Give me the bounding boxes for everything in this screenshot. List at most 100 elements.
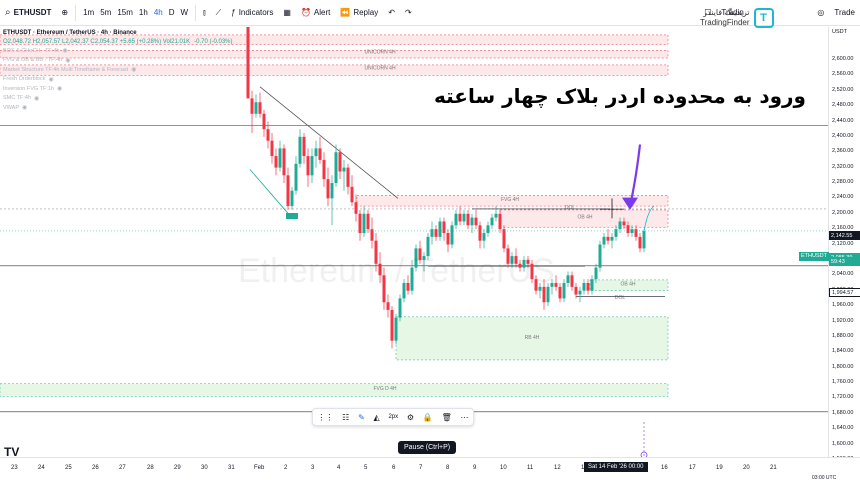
candle-body — [486, 225, 490, 233]
eye-icon[interactable]: ◉ — [65, 57, 71, 64]
camera-button[interactable]: ◎ — [812, 0, 829, 26]
undo-button[interactable]: ↶ — [383, 0, 400, 26]
candle-body — [266, 129, 270, 141]
indicator-item[interactable]: Market Structure TF:4h Multi Timeframe &… — [3, 65, 233, 75]
eye-icon[interactable]: ◉ — [62, 48, 68, 55]
time-marker-icon — [640, 451, 648, 457]
price-label: 1,600.00 — [832, 440, 854, 447]
eye-icon[interactable]: ◉ — [131, 67, 137, 74]
legend-ohlc-line: O2,048.72 H2,057.57 L2,042.37 C2,054.37 … — [3, 37, 233, 46]
eye-icon[interactable]: ◉ — [34, 95, 40, 102]
symbol-search[interactable]: ⌕ ETHUSDT — [0, 0, 56, 26]
candle-body — [542, 286, 546, 303]
candle-body — [410, 267, 414, 291]
lock-icon[interactable]: 🔒 — [422, 412, 433, 422]
timeframe-5m[interactable]: 5m — [100, 8, 112, 17]
candle-body — [302, 136, 306, 157]
trend-line-green — [249, 169, 291, 216]
logo-text: تریدینگ فایندر TradingFinder — [700, 8, 750, 28]
symbol-watermark: Ethereum / TetherUS — [238, 252, 555, 290]
price-label: 2,200.00 — [832, 209, 854, 216]
eye-icon[interactable]: ◉ — [56, 86, 63, 93]
fill-icon[interactable]: ◭ — [373, 412, 380, 422]
time-label: 2 — [284, 465, 288, 471]
indicators-button[interactable]: ƒ Indicators — [226, 0, 278, 26]
eye-icon[interactable]: ◉ — [48, 76, 54, 83]
candle-body — [430, 229, 434, 237]
drag-handle-icon[interactable]: ⋮⋮ — [317, 412, 334, 422]
candle-body — [374, 240, 378, 264]
candle-body — [550, 283, 554, 287]
arrow-head — [622, 197, 638, 210]
price-label: 2,560.00 — [832, 71, 854, 78]
indicator-item[interactable]: SMC TF:4h ◉ — [3, 94, 233, 104]
time-label: 28 — [147, 465, 154, 471]
candle-body — [522, 259, 526, 268]
divider — [75, 4, 77, 21]
indicator-item[interactable]: FVG & OB & BB · TF:4h ◉ — [3, 56, 233, 66]
indicator-item[interactable]: Inversion FVG TF:1h ◉ — [3, 84, 233, 94]
camera-icon: ◎ — [817, 8, 825, 17]
candle-body — [274, 156, 278, 168]
timeframe-d[interactable]: D — [168, 8, 175, 17]
alert-button[interactable]: ⏰ Alert — [296, 0, 335, 26]
time-label: 7 — [419, 465, 423, 471]
candle-body — [258, 102, 262, 114]
chart-type-button[interactable]: ⫾ — [198, 0, 211, 26]
candle-body — [306, 156, 310, 176]
candle-body — [638, 236, 642, 249]
trade-button[interactable]: Trade — [834, 8, 855, 17]
fullscreen-button[interactable]: ☐ — [699, 0, 716, 26]
timeframe-4h[interactable]: 4h — [153, 8, 163, 17]
time-label: 5 — [364, 465, 368, 471]
candle-body — [534, 279, 538, 291]
chart-pane[interactable]: Ethereum / TetherUS UNICORN 4H UNICORN 4H… — [0, 27, 828, 457]
candle-body — [466, 213, 470, 226]
replay-icon: ⏪ — [340, 8, 351, 17]
candle-body — [406, 283, 410, 291]
drawing-toolbar: ⋮⋮ ☷ ✎ ◭ 2px ⚙ 🔒 🗑 ⋯ — [312, 408, 474, 426]
template-icon[interactable]: ☷ — [342, 412, 350, 422]
price-scale[interactable]: USDT 2,600.00 2,560.00 2,520.00 2,480.00 2,4… — [799, 27, 860, 462]
candle-body — [574, 286, 578, 295]
settings-icon[interactable]: ⚙ — [406, 412, 415, 422]
price-tag-countdown: 59:43 — [829, 257, 860, 267]
indicator-item[interactable]: BOS & CHoCH · TF:4h ◉ — [3, 46, 233, 56]
layout-button[interactable]: ▦ — [278, 0, 296, 26]
timeframe-1h[interactable]: 1h — [138, 8, 148, 17]
price-label: 1,920.00 — [832, 317, 854, 324]
time-axis[interactable]: Sat 14 Feb '26 00:00 03:00 UTC 23 24 25 26 2… — [0, 457, 860, 484]
unicorn-zone — [0, 50, 669, 59]
eye-icon[interactable]: ◉ — [22, 105, 28, 112]
pencil-icon[interactable]: ✎ — [358, 412, 365, 422]
redo-button[interactable]: ↷ — [400, 0, 417, 26]
zone-label: RB 4H — [525, 335, 540, 341]
replay-button[interactable]: ⏪ Replay — [335, 0, 383, 26]
compare-button[interactable]: ⟋ — [211, 0, 227, 26]
indicator-label: Market Structure TF:4h Multi Timeframe &… — [3, 66, 129, 73]
candle-body — [546, 286, 550, 303]
zone-label: OB 4H — [577, 214, 592, 220]
timeframe-1m[interactable]: 1m — [83, 8, 95, 17]
logo-mark-icon: T — [753, 8, 774, 28]
candle-body — [290, 190, 294, 207]
trash-icon[interactable]: 🗑 — [441, 412, 452, 422]
currency-label[interactable]: USDT — [832, 29, 847, 35]
time-label: 20 — [743, 465, 750, 471]
candle-body — [310, 156, 314, 176]
candle-body — [318, 148, 322, 160]
candle-body — [346, 167, 350, 187]
candle-body — [562, 283, 566, 299]
add-symbol-button[interactable]: ⊕ — [56, 0, 73, 26]
more-icon[interactable]: ⋯ — [460, 412, 469, 422]
candle-body — [566, 275, 570, 283]
ob-zone-green — [589, 279, 669, 291]
line-size-button[interactable]: 2px — [388, 414, 399, 420]
timeframe-w[interactable]: W — [180, 8, 189, 17]
candle-body — [358, 213, 362, 233]
candle-body — [510, 256, 514, 264]
indicator-item[interactable]: VWAP ◉ — [3, 103, 233, 113]
timeframe-15m[interactable]: 15m — [117, 8, 133, 17]
indicator-item[interactable]: Fresh Orderblock ◉ — [3, 75, 233, 85]
